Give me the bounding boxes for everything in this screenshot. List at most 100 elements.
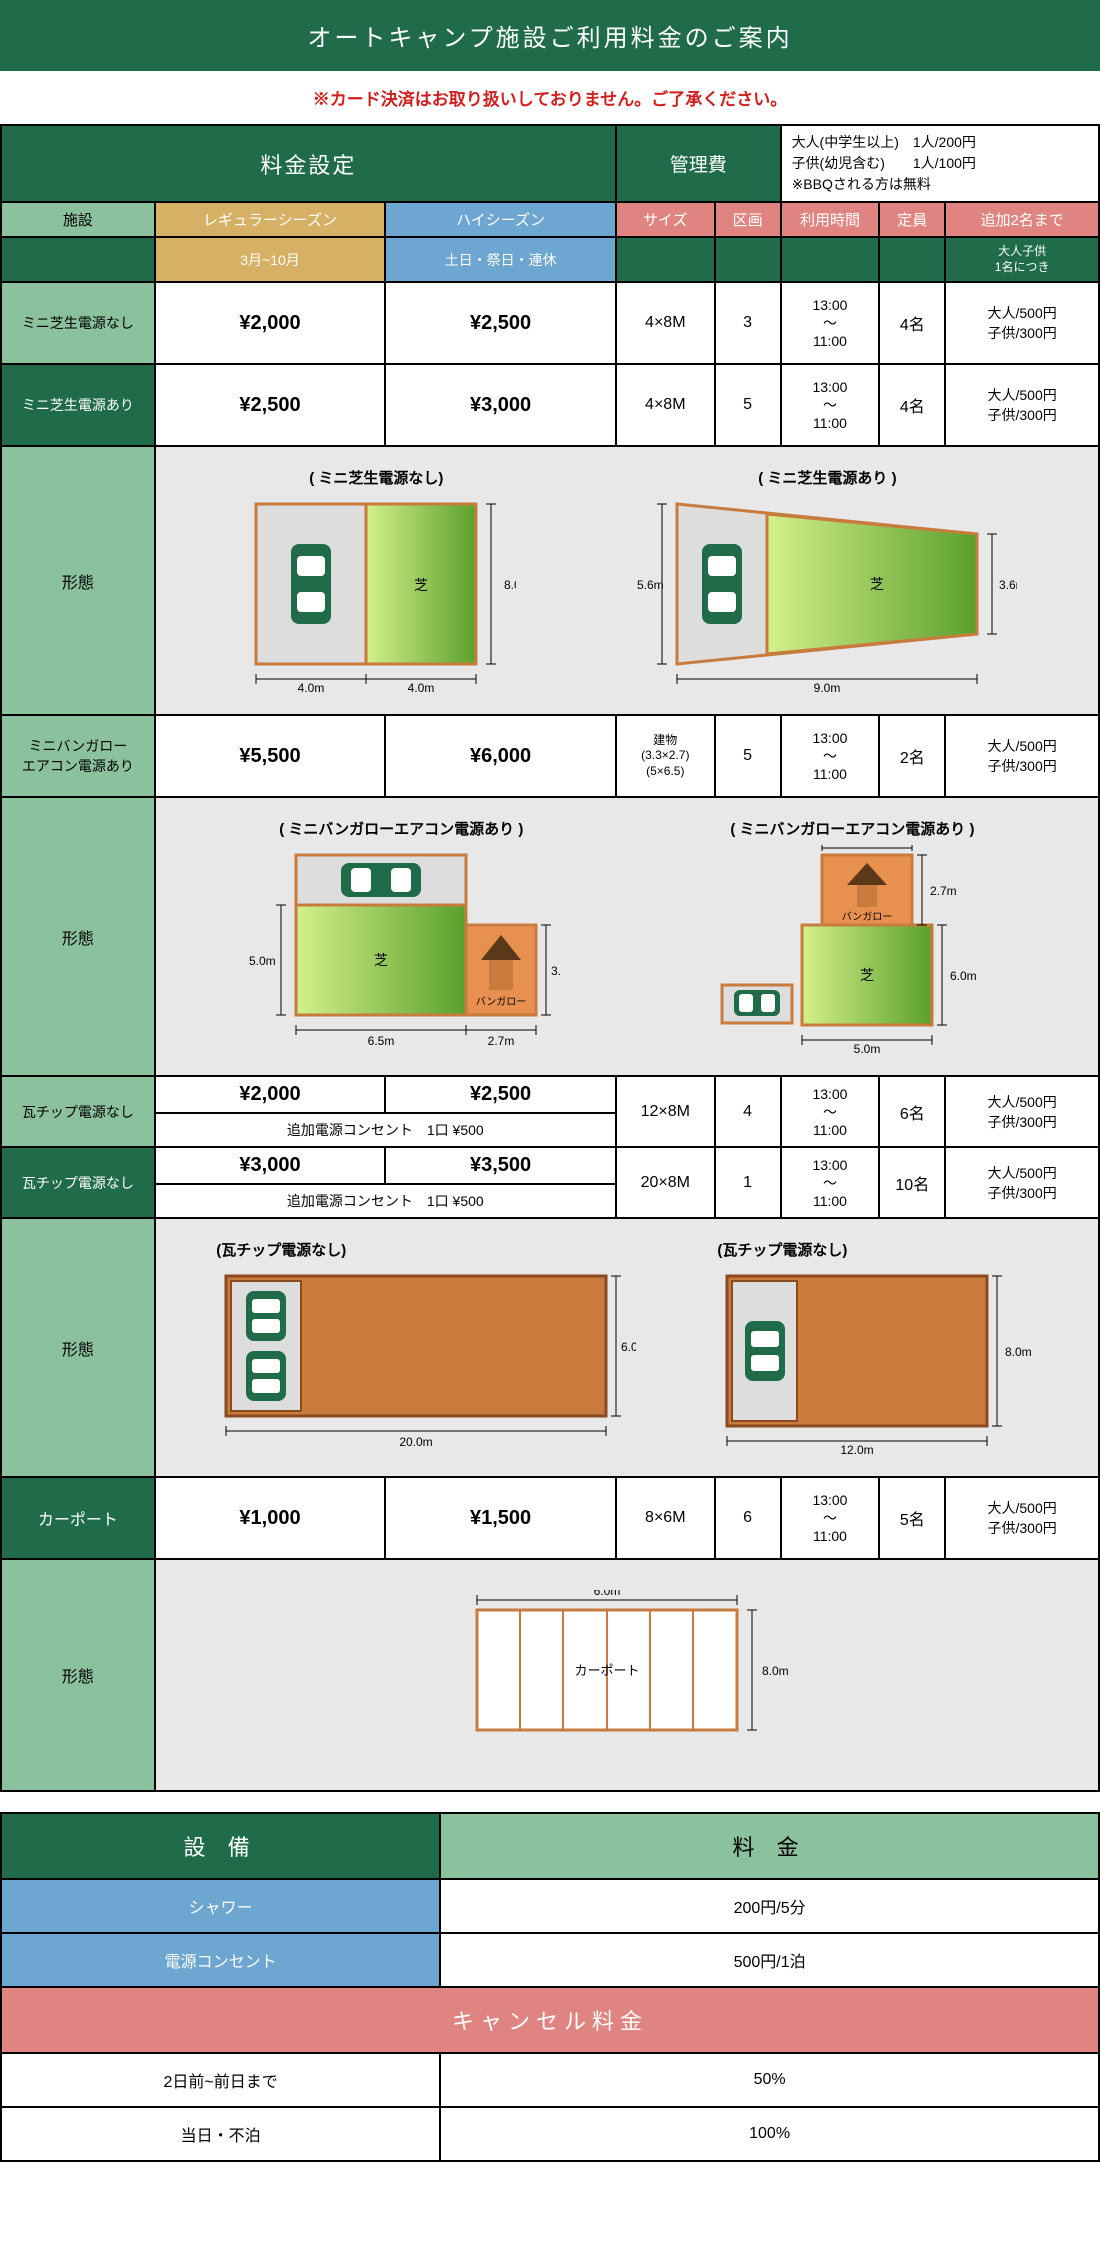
diagram-4: 6.0m カーポート 8.0m (155, 1559, 1099, 1791)
r1-zone: 3 (715, 282, 781, 364)
svg-text:9.0m: 9.0m (814, 681, 841, 694)
col-extra: 追加2名まで (945, 202, 1099, 237)
r4-hours: 13:00〜11:00 (781, 1076, 880, 1147)
svg-text:バンガロー: バンガロー (842, 911, 893, 923)
svg-text:5.6m: 5.6m (637, 578, 664, 592)
col-size: サイズ (616, 202, 715, 237)
r3-name: ミニバンガローエアコン電源あり (1, 715, 155, 797)
svg-text:3.3m: 3.3m (854, 845, 881, 846)
r6-cap: 5名 (879, 1477, 945, 1559)
cancel-r2-pct: 100% (440, 2107, 1099, 2161)
page-title: オートキャンプ施設ご利用料金のご案内 (0, 0, 1100, 71)
col-extra-sub: 大人子供1名につき (945, 237, 1099, 282)
price-setting-header: 料金設定 (1, 125, 616, 202)
r5-cap: 10名 (879, 1147, 945, 1218)
svg-text:2.7m: 2.7m (930, 884, 957, 898)
svg-text:2.7m: 2.7m (488, 1034, 515, 1048)
r4-size: 12×8M (616, 1076, 715, 1147)
col-regular: レギュラーシーズン (155, 202, 386, 237)
r2-cap: 4名 (879, 364, 945, 446)
d1a-title: ( ミニ芝生電源なし) (236, 467, 516, 488)
r1-high: ¥2,500 (385, 282, 616, 364)
r3-high: ¥6,000 (385, 715, 616, 797)
form-label-1: 形態 (1, 446, 155, 715)
col-high-sub: 土日・祭日・連休 (385, 237, 616, 282)
r2-size: 4×8M (616, 364, 715, 446)
r2-reg: ¥2,500 (155, 364, 386, 446)
r3-cap: 2名 (879, 715, 945, 797)
r5-size: 20×8M (616, 1147, 715, 1218)
r3-extra: 大人/500円子供/300円 (945, 715, 1099, 797)
cancel-r1-timing: 2日前~前日まで (1, 2053, 440, 2107)
r5-zone: 1 (715, 1147, 781, 1218)
card-notice: ※カード決済はお取り扱いしておりません。ご了承ください。 (0, 71, 1100, 124)
svg-text:5.0m: 5.0m (249, 954, 276, 968)
d1b-svg: 芝 5.6m 3.6m 9.0m (637, 494, 1017, 694)
svg-text:8.0m: 8.0m (504, 578, 516, 592)
r4-zone: 4 (715, 1076, 781, 1147)
outlet-price: 500円/1泊 (440, 1933, 1099, 1987)
d3b-title: (瓦チップ電源なし) (717, 1239, 1037, 1260)
shower-price: 200円/5分 (440, 1879, 1099, 1933)
form-label-2: 形態 (1, 797, 155, 1076)
d3b-svg: 8.0m 12.0m (717, 1266, 1037, 1456)
svg-text:8.0m: 8.0m (762, 1664, 789, 1678)
svg-text:芝: 芝 (870, 576, 884, 592)
svg-text:6.0m: 6.0m (950, 969, 977, 983)
r6-high: ¥1,500 (385, 1477, 616, 1559)
blank (616, 237, 715, 282)
outlet-label: 電源コンセント (1, 1933, 440, 1987)
blank (879, 237, 945, 282)
cancel-r2-timing: 当日・不泊 (1, 2107, 440, 2161)
r2-high: ¥3,000 (385, 364, 616, 446)
mgmt-fee-header: 管理費 (616, 125, 781, 202)
svg-text:12.0m: 12.0m (841, 1443, 874, 1456)
mgmt-fee-detail: 大人(中学生以上) 1人/200円子供(幼児含む) 1人/100円※BBQされる… (781, 125, 1099, 202)
d1b-title: ( ミニ芝生電源あり ) (637, 467, 1017, 488)
svg-text:3.3m: 3.3m (551, 964, 561, 978)
d2b-title: ( ミニバンガローエアコン電源あり ) (692, 818, 1012, 839)
r6-hours: 13:00〜11:00 (781, 1477, 880, 1559)
equip-header: 設 備 (1, 1813, 440, 1879)
col-capacity: 定員 (879, 202, 945, 237)
r2-zone: 5 (715, 364, 781, 446)
d2a-svg: バンガロー 芝 5.0m 3.3m 6.5m 2.7m (241, 845, 561, 1055)
svg-text:6.0m: 6.0m (621, 1340, 636, 1354)
r4-name: 瓦チップ電源なし (1, 1076, 155, 1147)
shower-label: シャワー (1, 1879, 440, 1933)
d2b-svg: バンガロー 芝 3.3m 2.7m 6.0m 5.0m (692, 845, 1012, 1055)
svg-text:3.6m: 3.6m (999, 578, 1017, 592)
d3a-svg: 6.0m 20.0m (216, 1266, 636, 1456)
col-high: ハイシーズン (385, 202, 616, 237)
svg-text:6.5m: 6.5m (368, 1034, 395, 1048)
blank (781, 237, 880, 282)
r1-name: ミニ芝生電源なし (1, 282, 155, 364)
col-facility: 施設 (1, 202, 155, 237)
r2-extra: 大人/500円子供/300円 (945, 364, 1099, 446)
r4-cap: 6名 (879, 1076, 945, 1147)
r6-name: カーポート (1, 1477, 155, 1559)
price-table: 料金設定 管理費 大人(中学生以上) 1人/200円子供(幼児含む) 1人/10… (0, 124, 1100, 1792)
svg-text:5.0m: 5.0m (854, 1042, 881, 1055)
r1-extra: 大人/500円子供/300円 (945, 282, 1099, 364)
r2-hours: 13:00〜11:00 (781, 364, 880, 446)
svg-text:カーポート: カーポート (574, 1663, 639, 1678)
cancel-r1-pct: 50% (440, 2053, 1099, 2107)
blank (1, 237, 155, 282)
svg-text:8.0m: 8.0m (1005, 1345, 1032, 1359)
d3a-title: (瓦チップ電源なし) (216, 1239, 636, 1260)
r2-name: ミニ芝生電源あり (1, 364, 155, 446)
form-label-4: 形態 (1, 1559, 155, 1791)
r6-reg: ¥1,000 (155, 1477, 386, 1559)
col-hours: 利用時間 (781, 202, 880, 237)
d2a-title: ( ミニバンガローエアコン電源あり ) (241, 818, 561, 839)
r4-note: 追加電源コンセント 1口 ¥500 (155, 1113, 616, 1147)
r3-reg: ¥5,500 (155, 715, 386, 797)
r5-name: 瓦チップ電源なし (1, 1147, 155, 1218)
d1a-svg: 芝 4.0m 4.0m 8.0m (236, 494, 516, 694)
col-zone: 区画 (715, 202, 781, 237)
r1-hours: 13:00〜11:00 (781, 282, 880, 364)
diagram-2: ( ミニバンガローエアコン電源あり ) バンガロー 芝 5.0m 3.3m (155, 797, 1099, 1076)
r5-high: ¥3,500 (385, 1147, 616, 1184)
r3-zone: 5 (715, 715, 781, 797)
